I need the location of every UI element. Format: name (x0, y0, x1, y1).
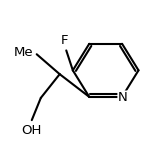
Text: N: N (118, 91, 128, 104)
Text: Me: Me (14, 46, 33, 59)
Text: F: F (61, 34, 68, 47)
Text: OH: OH (21, 124, 41, 137)
